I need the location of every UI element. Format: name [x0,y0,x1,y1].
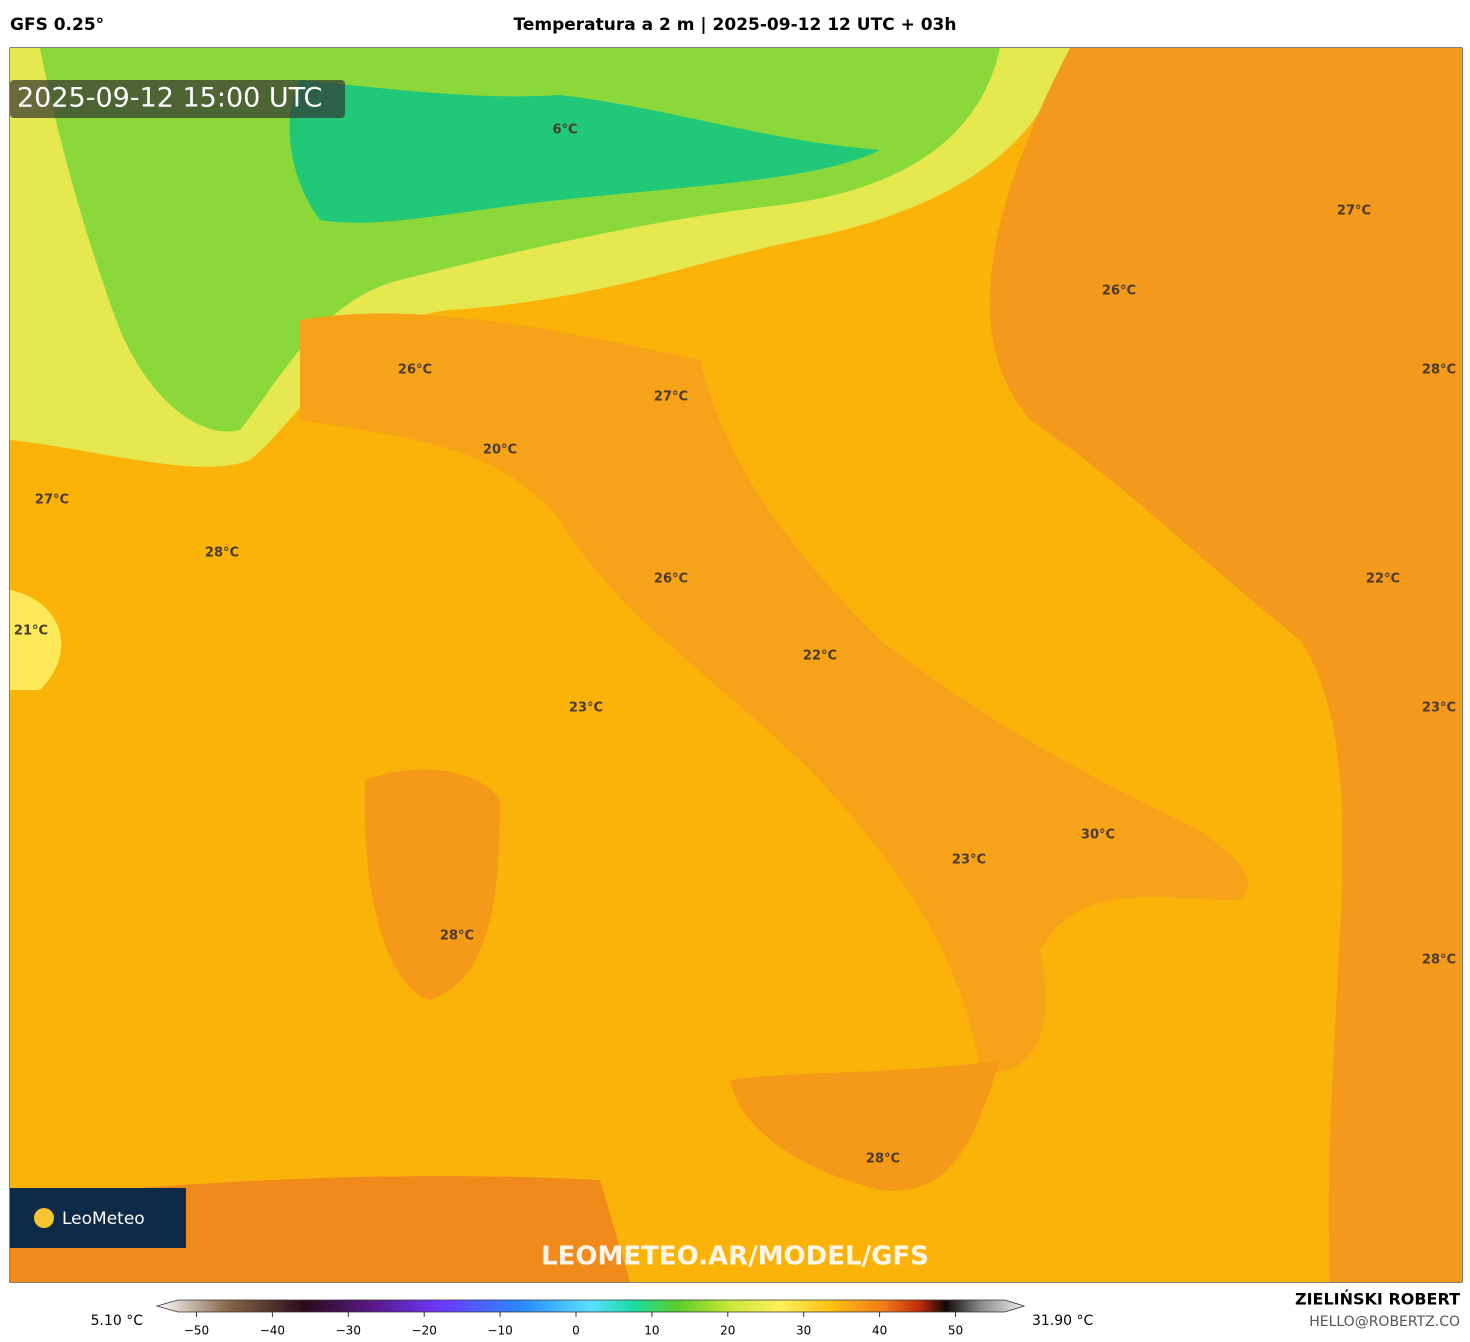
colorbar-tick-label: 0 [572,1324,580,1338]
colorbar-tick-label: −40 [260,1324,285,1338]
colorbar-tick-label: 20 [720,1324,735,1338]
temperature-label: 27°C [1337,204,1371,219]
colorbar-tick-label: −30 [336,1324,361,1338]
temperature-label: 28°C [205,546,239,561]
temperature-label: 27°C [35,493,69,508]
map-labels: 6°C 27°C 26°C 28°C 26°C 27°C 20°C 27°C 28°C 21°C 2… [14,123,1456,1167]
colorbar-tick-label: 30 [796,1324,811,1338]
colorbar-scale [155,1299,1026,1313]
map: 2025-09-12 15:00 UTC 6°C 27°C 26°C 28°C 26°C… [9,47,1463,1283]
temperature-label: 30°C [1081,828,1115,843]
temperature-label: 23°C [952,853,986,868]
watermark: LEOMETEO.AR/MODEL/GFS [541,1242,929,1272]
valid-time: 2025-09-12 15:00 UTC [17,83,322,114]
temperature-label: 28°C [866,1152,900,1167]
colorbar-min: 5.10 °C [91,1313,144,1329]
logo-sun [34,1208,54,1228]
temperature-label: 26°C [398,363,432,378]
alps-cold [289,80,880,223]
title: Temperatura a 2 m | 2025-09-12 12 UTC + … [514,15,957,35]
colorbar-tick-label: 10 [644,1324,659,1338]
balkans [989,48,1462,1282]
temperature-label: 28°C [1422,953,1456,968]
colorbar-max: 31.90 °C [1032,1313,1094,1329]
temperature-label: 23°C [1422,701,1456,716]
colorbar-tick-label: 40 [872,1324,887,1338]
temperature-label: 6°C [552,123,577,138]
temperature-label: 28°C [440,929,474,944]
logo: LeoMeteo [62,1209,145,1229]
temperature-label: 28°C [1422,363,1456,378]
time-badge [10,80,345,118]
author: ZIELIŃSKI ROBERT [1295,1290,1460,1309]
cool-sea-patch [10,590,62,690]
colorbar-tick-label: 50 [948,1324,963,1338]
sicily [730,1060,1000,1191]
temperature-label: 26°C [1102,284,1136,299]
temperature-label: 26°C [654,572,688,587]
temperature-label: 22°C [803,649,837,664]
contact: HELLO@ROBERTZ.CO [1309,1314,1460,1330]
colorbar-tick-label: −10 [487,1324,512,1338]
temperature-label: 27°C [654,390,688,405]
colorbar-tick-label: −20 [412,1324,437,1338]
colorbar-tick-label: −50 [184,1324,209,1338]
model-name: GFS 0.25° [10,15,104,35]
sardinia [364,769,500,1000]
temperature-label: 20°C [483,443,517,458]
temperature-label: 23°C [569,701,603,716]
italy [300,313,1248,1072]
colorbar: 5.10 °C 31.90 °C −50 −40 −30 −20 −10 0 10 20 30 4… [91,1299,1094,1338]
temperature-label: 21°C [14,624,48,639]
temperature-label: 22°C [1366,572,1400,587]
